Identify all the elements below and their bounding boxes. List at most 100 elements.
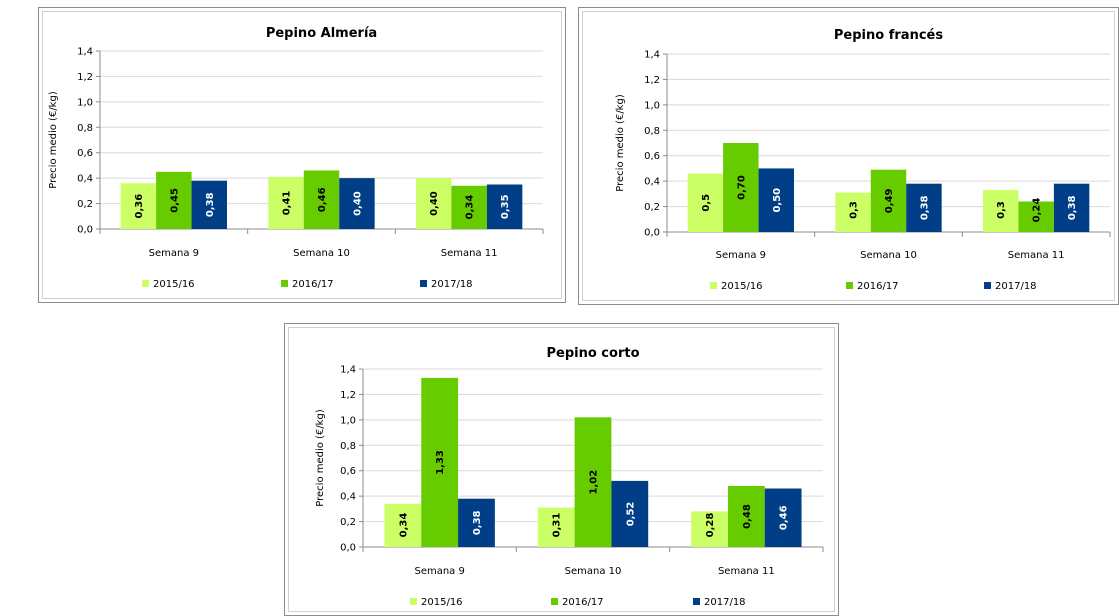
- data-label: 0,38: [919, 195, 930, 220]
- data-label: 0,34: [465, 195, 476, 220]
- y-tick-label: 1,0: [77, 97, 93, 108]
- data-label: 0,46: [317, 187, 328, 212]
- data-label: 0,50: [772, 188, 783, 213]
- data-label: 0,28: [705, 513, 716, 538]
- bar: [384, 503, 422, 547]
- bar: [416, 178, 452, 229]
- y-tick-label: 0,6: [340, 466, 356, 477]
- y-tick-label: 0,8: [77, 123, 93, 134]
- legend-swatch: [281, 280, 288, 287]
- bar: [537, 507, 575, 547]
- legend-swatch: [142, 280, 149, 287]
- x-tick-label: Semana 10: [860, 250, 917, 261]
- data-label: 0,31: [552, 513, 563, 538]
- data-label: 0,24: [1032, 198, 1043, 223]
- y-axis-label: Precio medio (€/kg): [315, 409, 326, 507]
- data-label: 0,5: [701, 194, 712, 212]
- bar: [303, 170, 340, 229]
- bar: [156, 171, 192, 229]
- data-label: 0,40: [352, 191, 363, 216]
- data-label: 1,33: [435, 450, 446, 475]
- data-label: 0,40: [429, 191, 440, 216]
- data-label: 0,36: [134, 194, 145, 219]
- data-label: 0,38: [1067, 195, 1078, 220]
- data-label: 0,49: [884, 188, 895, 213]
- data-label: 1,02: [589, 470, 600, 495]
- x-tick-label: Semana 9: [414, 566, 464, 577]
- data-label: 0,34: [398, 513, 409, 538]
- y-tick-label: 0,0: [340, 543, 356, 554]
- chart-title: Pepino francés: [834, 28, 943, 43]
- x-tick-label: Semana 9: [716, 250, 766, 261]
- y-tick-label: 0,2: [77, 199, 93, 210]
- legend-swatch: [410, 598, 417, 605]
- legend-label: 2017/18: [995, 281, 1037, 292]
- data-label: 0,38: [205, 192, 216, 217]
- chart-title: Pepino Almería: [266, 26, 377, 41]
- y-tick-label: 0,2: [340, 517, 356, 528]
- data-label: 0,41: [282, 191, 293, 216]
- y-tick-label: 1,0: [340, 415, 356, 426]
- y-tick-label: 0,0: [644, 228, 660, 239]
- data-label: 0,52: [625, 502, 636, 527]
- chart-pepino-frances: Pepino francés 0,0 0,2 0,4 0,6 0,8 1,0 1,2 1,4 Pr…: [578, 7, 1119, 305]
- bar: [339, 178, 375, 229]
- x-tick-label: Semana 11: [441, 248, 498, 259]
- y-tick-label: 1,2: [340, 390, 356, 401]
- legend-swatch: [846, 282, 853, 289]
- y-tick-label: 0,8: [340, 441, 356, 452]
- legend-swatch: [420, 280, 427, 287]
- y-tick-label: 1,4: [340, 365, 356, 376]
- x-tick-label: Semana 9: [149, 248, 199, 259]
- y-tick-label: 0,4: [644, 177, 660, 188]
- bar: [451, 185, 487, 229]
- y-tick-label: 0,4: [77, 174, 93, 185]
- data-label: 0,45: [169, 188, 180, 213]
- y-tick-label: 0,6: [644, 151, 660, 162]
- x-tick-label: Semana 11: [718, 566, 775, 577]
- y-tick-label: 0,4: [340, 492, 356, 503]
- legend-label: 2015/16: [721, 281, 763, 292]
- legend-label: 2016/17: [857, 281, 899, 292]
- bar: [691, 511, 728, 547]
- x-tick-label: Semana 10: [293, 248, 350, 259]
- data-label: 0,3: [996, 201, 1007, 219]
- bar: [120, 183, 157, 229]
- y-axis-label: Precio medio (€/kg): [615, 94, 626, 192]
- chart-title: Pepino corto: [546, 346, 639, 361]
- bar: [268, 176, 304, 229]
- y-tick-label: 0,6: [77, 148, 93, 159]
- y-tick-label: 1,4: [644, 50, 660, 61]
- y-tick-label: 1,4: [77, 47, 93, 58]
- y-tick-label: 1,0: [644, 100, 660, 111]
- chart-svg: Pepino Almería 0,0 0,2 0,4 0,6 0,8 1,0 1,2 1,4 Pr…: [48, 26, 544, 290]
- legend-label: 2016/17: [562, 597, 604, 608]
- bar: [906, 183, 942, 232]
- x-tick-label: Semana 10: [565, 566, 622, 577]
- y-axis-label: Precio medio (€/kg): [48, 91, 59, 189]
- bar: [687, 173, 724, 232]
- bar: [458, 498, 495, 547]
- legend-swatch: [551, 598, 558, 605]
- bar: [1018, 201, 1054, 232]
- y-tick-label: 1,2: [77, 72, 93, 83]
- bar: [723, 143, 759, 232]
- bar: [191, 180, 227, 229]
- bar: [727, 485, 765, 547]
- data-label: 0,70: [736, 175, 747, 200]
- bar: [611, 480, 649, 547]
- chart-svg: Pepino francés 0,0 0,2 0,4 0,6 0,8 1,0 1,2 1,4 Pr…: [615, 28, 1111, 292]
- legend-label: 2017/18: [704, 597, 746, 608]
- legend-label: 2017/18: [431, 279, 473, 290]
- bar: [870, 169, 907, 232]
- legend-label: 2016/17: [292, 279, 334, 290]
- bar: [835, 192, 871, 232]
- y-tick-label: 0,0: [77, 225, 93, 236]
- data-label: 0,46: [779, 505, 790, 530]
- legend-label: 2015/16: [153, 279, 195, 290]
- legend-swatch: [710, 282, 717, 289]
- legend-swatch: [984, 282, 991, 289]
- legend-swatch: [693, 598, 700, 605]
- bar: [486, 184, 523, 229]
- y-tick-label: 0,8: [644, 126, 660, 137]
